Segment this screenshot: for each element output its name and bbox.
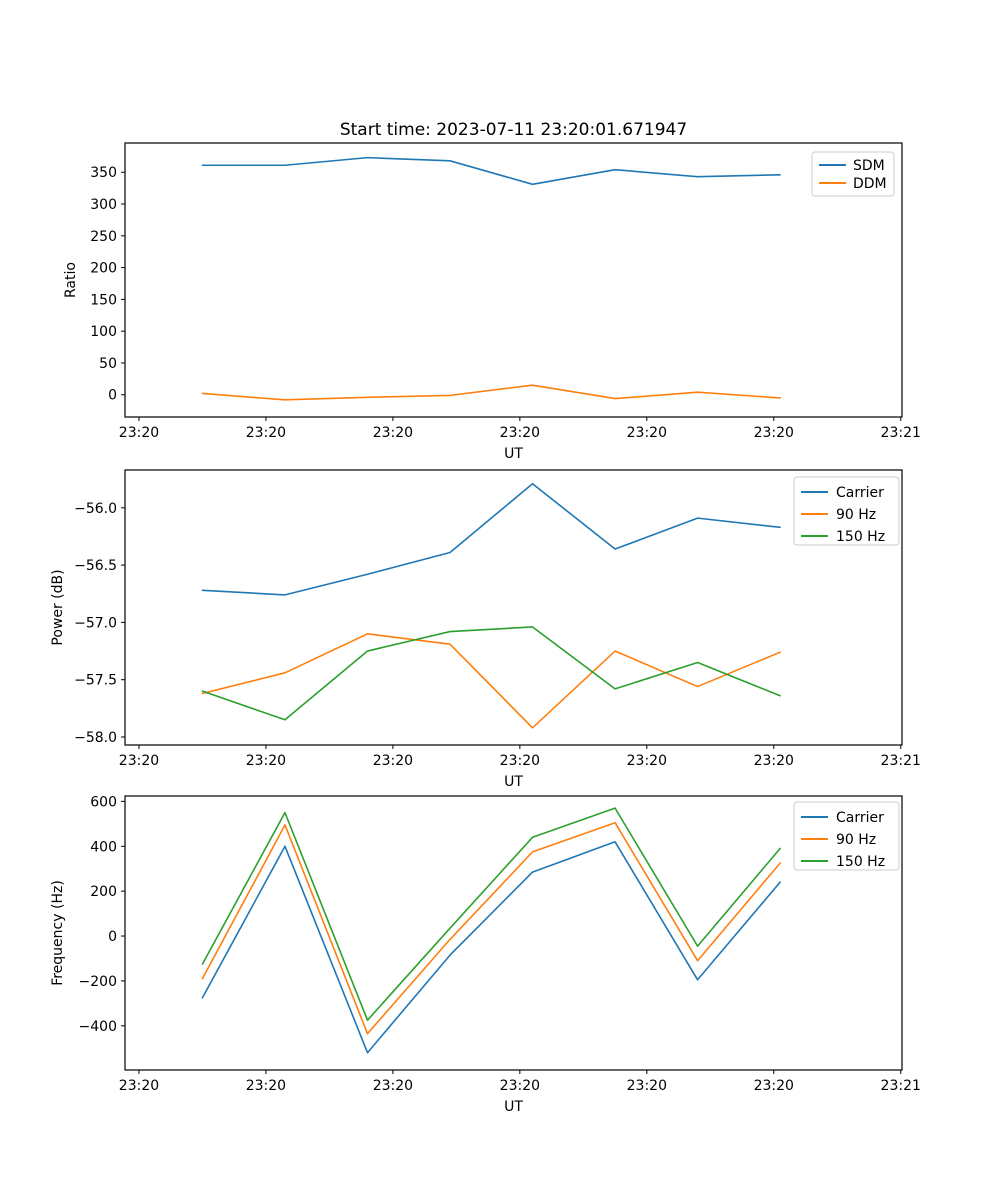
legend-box — [811, 151, 895, 197]
subplot-2: 23:20 23:20 23:20 23:20 23:20 23:20 23:21 −56.0… — [50, 469, 921, 790]
x-tick-label: 23:20 — [119, 753, 159, 769]
legend-label-sdm: SDM — [853, 158, 885, 174]
y-tick-label: −56.0 — [74, 501, 117, 517]
y-tick-label: −200 — [79, 974, 117, 990]
x-tick-label: 23:20 — [119, 1078, 159, 1094]
x-tick-label: 23:21 — [881, 753, 921, 769]
legend-label-150-hz: 150 Hz — [836, 854, 885, 870]
y-tick-label: −57.5 — [74, 673, 117, 689]
y-tick-label: 350 — [90, 165, 117, 181]
x-tick-label: 23:20 — [754, 425, 794, 441]
x-tick-label: 23:21 — [881, 425, 921, 441]
series-line-carrier — [201, 482, 781, 596]
x-tick-label: 23:20 — [373, 1078, 413, 1094]
x-tick-label: 23:20 — [246, 1078, 286, 1094]
legend-label-150-hz: 150 Hz — [836, 529, 885, 545]
x-tick-label: 23:20 — [500, 425, 540, 441]
y-tick-label: 0 — [108, 388, 117, 404]
x-tick-label: 23:20 — [627, 425, 667, 441]
series-line-90-hz — [201, 633, 781, 729]
x-tick-label: 23:21 — [881, 1078, 921, 1094]
series-line-carrier — [201, 840, 781, 1054]
y-tick-label: 200 — [90, 261, 117, 277]
x-axis-label: UT — [504, 1099, 523, 1115]
x-tick-label: 23:20 — [246, 753, 286, 769]
legend-label-ddm: DDM — [853, 176, 887, 192]
legend-box — [793, 476, 900, 546]
subplot-1-frame — [124, 142, 903, 418]
y-tick-label: −400 — [79, 1019, 117, 1035]
x-tick-label: 23:20 — [500, 753, 540, 769]
y-tick-label: −57.0 — [74, 615, 117, 631]
y-axis-label: Power (dB) — [50, 569, 66, 645]
series-line-150-hz — [201, 626, 781, 721]
x-tick-label: 23:20 — [754, 1078, 794, 1094]
y-tick-label: 300 — [90, 197, 117, 213]
y-tick-label: 200 — [90, 884, 117, 900]
x-tick-label: 23:20 — [373, 753, 413, 769]
y-tick-label: 150 — [90, 292, 117, 308]
y-tick-label: 0 — [108, 929, 117, 945]
series-line-sdm — [201, 156, 781, 186]
y-tick-label: 100 — [90, 324, 117, 340]
y-tick-label: −58.0 — [74, 730, 117, 746]
legend-label-90-hz: 90 Hz — [836, 507, 876, 523]
subplot-3-frame — [124, 795, 903, 1071]
x-tick-label: 23:20 — [627, 1078, 667, 1094]
x-tick-label: 23:20 — [500, 1078, 540, 1094]
legend-label-carrier: Carrier — [836, 810, 884, 826]
subplot-1: Start time: 2023-07-11 23:20:01.671947 23… — [63, 120, 921, 462]
legend: Carrier 90 Hz 150 Hz — [793, 801, 900, 871]
subplot-3: 23:20 23:20 23:20 23:20 23:20 23:20 23:21 600 40… — [50, 794, 921, 1115]
legend: Carrier 90 Hz 150 Hz — [793, 476, 900, 546]
legend-label-90-hz: 90 Hz — [836, 832, 876, 848]
x-axis-label: UT — [504, 774, 523, 790]
y-axis-label: Frequency (Hz) — [50, 880, 66, 986]
y-tick-label: 400 — [90, 839, 117, 855]
series-line-90-hz — [201, 821, 781, 1035]
y-tick-label: −56.5 — [74, 558, 117, 574]
x-tick-label: 23:20 — [627, 753, 667, 769]
series-line-150-hz — [201, 807, 781, 1021]
legend-box — [793, 801, 900, 871]
x-axis-label: UT — [504, 446, 523, 462]
x-tick-label: 23:20 — [754, 753, 794, 769]
legend-label-carrier: Carrier — [836, 485, 884, 501]
y-tick-label: 50 — [99, 356, 117, 372]
figure-title: Start time: 2023-07-11 23:20:01.671947 — [340, 120, 687, 140]
subplot-2-frame — [124, 469, 903, 746]
legend: SDM DDM — [811, 151, 895, 197]
x-tick-label: 23:20 — [373, 425, 413, 441]
series-line-ddm — [201, 384, 781, 401]
y-axis-label: Ratio — [63, 262, 79, 298]
x-tick-label: 23:20 — [246, 425, 286, 441]
y-tick-label: 600 — [90, 794, 117, 810]
y-tick-label: 250 — [90, 229, 117, 245]
x-tick-label: 23:20 — [119, 425, 159, 441]
